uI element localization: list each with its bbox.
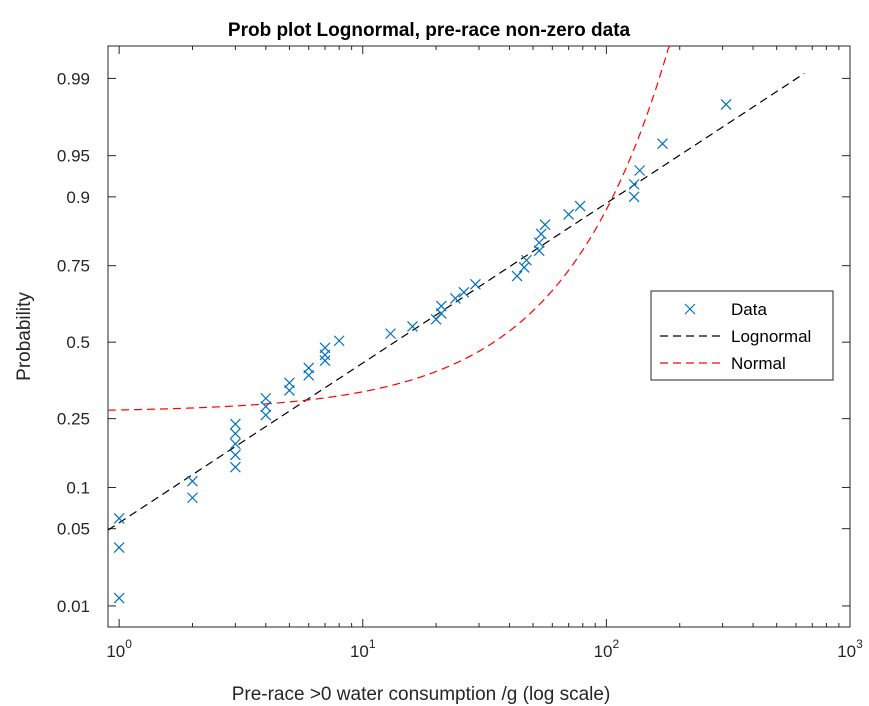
data-point bbox=[407, 321, 418, 332]
data-point bbox=[229, 428, 241, 440]
data-point bbox=[284, 385, 295, 396]
data-point bbox=[229, 449, 241, 461]
data-point bbox=[333, 335, 345, 347]
data-point bbox=[435, 300, 447, 312]
data-point bbox=[229, 418, 241, 430]
data-point bbox=[187, 475, 198, 487]
x-tick-label: 103 bbox=[837, 637, 863, 661]
y-tick-label: 0.25 bbox=[57, 410, 90, 429]
chart-title: Prob plot Lognormal, pre-race non-zero d… bbox=[228, 20, 631, 41]
x-tick-label: 101 bbox=[350, 637, 376, 661]
legend-label: Normal bbox=[731, 354, 786, 373]
y-tick-label: 0.9 bbox=[66, 188, 90, 207]
y-tick-label: 0.5 bbox=[66, 333, 90, 352]
x-tick-label: 100 bbox=[106, 637, 132, 661]
data-point bbox=[113, 513, 125, 524]
legend-label: Lognormal bbox=[731, 327, 811, 346]
data-point bbox=[535, 228, 547, 240]
data-point bbox=[229, 461, 241, 473]
fit-curves bbox=[107, 45, 805, 531]
data-point bbox=[113, 592, 125, 604]
y-tick-label: 0.1 bbox=[66, 478, 90, 497]
data-point bbox=[113, 542, 125, 554]
x-axis: 100 101 102 103 bbox=[106, 46, 863, 661]
y-tick-label: 0.75 bbox=[57, 257, 90, 276]
data-point bbox=[319, 355, 331, 367]
data-point bbox=[458, 286, 470, 298]
y-tick-label: 0.95 bbox=[57, 147, 90, 166]
y-tick-label: 0.01 bbox=[57, 597, 90, 616]
y-tick-label: 0.05 bbox=[57, 520, 90, 539]
data-point bbox=[539, 219, 551, 231]
legend-item-normal: Normal bbox=[660, 354, 786, 373]
data-point bbox=[449, 293, 461, 304]
data-point bbox=[303, 362, 315, 374]
normal-fit-curve bbox=[107, 45, 671, 411]
data-markers bbox=[113, 98, 732, 604]
legend-label: Data bbox=[731, 300, 767, 319]
data-point bbox=[260, 409, 272, 421]
lognormal-fit-line bbox=[107, 72, 805, 531]
data-point bbox=[511, 270, 523, 282]
data-point bbox=[518, 262, 530, 273]
data-point bbox=[229, 438, 241, 450]
data-point bbox=[385, 328, 396, 340]
x-tick-label: 102 bbox=[594, 637, 620, 661]
data-point bbox=[720, 98, 732, 110]
legend-marker bbox=[684, 303, 696, 315]
data-point bbox=[563, 209, 575, 220]
data-point bbox=[260, 392, 272, 404]
data-point bbox=[634, 165, 646, 176]
x-axis-label: Pre-race >0 water consumption /g (log sc… bbox=[232, 684, 611, 705]
data-point bbox=[574, 200, 586, 212]
data-point bbox=[657, 138, 668, 150]
legend: Data Lognormal Normal bbox=[650, 290, 834, 381]
y-tick-label: 0.99 bbox=[57, 69, 90, 88]
legend-item-lognormal: Lognormal bbox=[660, 327, 811, 346]
y-axis: 0.01 0.05 0.1 0.25 0.5 0.75 0.9 0.95 0.99 bbox=[57, 69, 850, 616]
data-point bbox=[187, 492, 198, 504]
data-point bbox=[469, 278, 481, 290]
data-point bbox=[284, 377, 295, 389]
legend-item-data: Data bbox=[684, 300, 767, 319]
data-point bbox=[533, 245, 545, 257]
data-point bbox=[521, 254, 532, 266]
data-point bbox=[319, 342, 331, 354]
data-point bbox=[628, 178, 640, 190]
legend-box bbox=[650, 290, 834, 381]
data-point bbox=[260, 401, 272, 412]
data-point bbox=[628, 191, 640, 203]
data-point bbox=[533, 237, 545, 249]
y-axis-label: Probability bbox=[14, 292, 35, 381]
